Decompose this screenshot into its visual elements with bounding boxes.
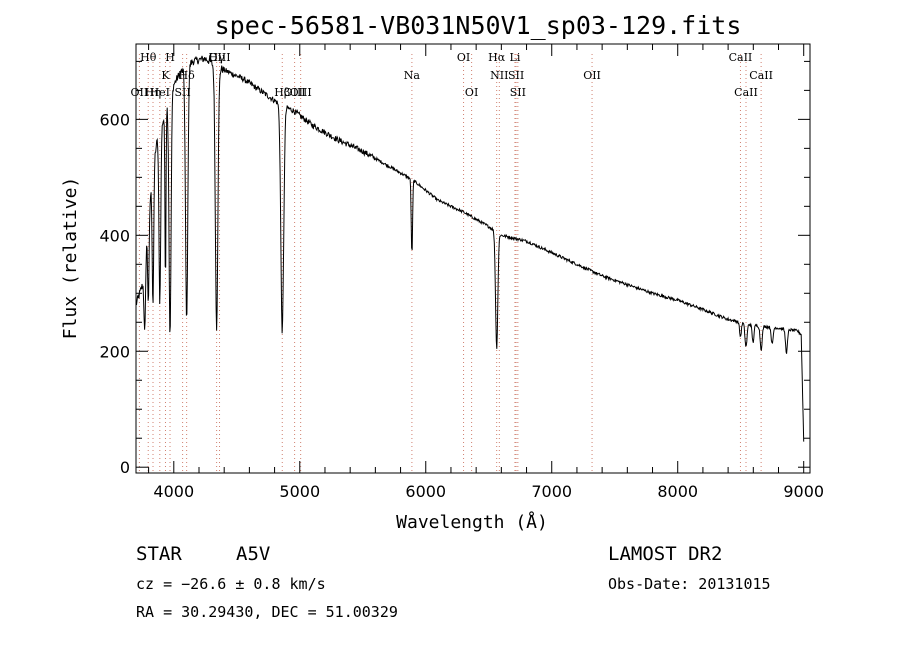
observation-date: Obs-Date: 20131015	[608, 575, 771, 593]
y-tick-label: 400	[99, 226, 130, 245]
spectral-line-label: Hγ	[209, 51, 226, 64]
coordinates: RA = 30.29430, DEC = 51.00329	[136, 603, 398, 621]
spectral-line-label: CaII	[729, 51, 753, 64]
spectral-line-label: OIII	[290, 86, 312, 99]
spectral-line-markers	[138, 54, 762, 473]
plot-frame	[135, 43, 811, 474]
x-axis-label: Wavelength (Å)	[396, 511, 548, 533]
spectral-line-label: OII	[131, 86, 149, 99]
object-class: STAR	[136, 543, 182, 565]
spectral-line-label: H	[165, 51, 175, 64]
spectral-line-label: HeI	[150, 86, 170, 99]
y-tick-label: 600	[99, 110, 130, 129]
spectral-line-label: OIII	[208, 51, 230, 64]
spectral-line-label: Hθ	[140, 51, 157, 64]
chart-title: spec-56581-VB031N50V1_sp03-129.fits	[215, 11, 742, 40]
spectrum-series-line	[135, 55, 805, 442]
y-axis-ticks: 0 200 400 600	[99, 60, 810, 477]
spectral-line-label: CaII	[734, 86, 758, 99]
spectral-line-label: K	[161, 69, 170, 82]
spectral-line-label: SII	[174, 86, 190, 99]
y-axis-label: Flux (relative)	[60, 177, 81, 340]
x-tick-label: 8000	[657, 482, 698, 501]
spectral-line-label: SII	[508, 69, 524, 82]
redshift-cz: cz = −26.6 ± 0.8 km/s	[136, 575, 326, 593]
survey-name: LAMOST DR2	[608, 543, 722, 565]
spectral-subclass: A5V	[236, 543, 270, 565]
spectral-line-label: Hβ	[274, 86, 290, 99]
x-tick-label: 6000	[405, 482, 446, 501]
spectral-line-label: OI	[457, 51, 470, 64]
x-axis-ticks: 4000 5000 6000 7000 8000 9000	[148, 44, 824, 501]
spectral-line-label: Na	[404, 69, 421, 82]
spectral-line-label: NII	[490, 69, 508, 82]
spectral-line-label: Hα	[488, 51, 506, 64]
spectral-line-label: OII	[583, 69, 601, 82]
y-tick-label: 200	[99, 342, 130, 361]
spectral-line-label: Li	[510, 51, 521, 64]
spectral-line-label: OIII	[284, 86, 306, 99]
x-tick-label: 5000	[279, 482, 320, 501]
spectral-line-label: OI	[465, 86, 478, 99]
y-tick-label: 0	[120, 458, 130, 477]
spectral-line-label: CaII	[749, 69, 773, 82]
spectral-line-label: Hη	[145, 86, 161, 99]
x-tick-label: 9000	[783, 482, 824, 501]
spectral-line-label: SII	[510, 86, 526, 99]
spectral-line-labels: OIIHθHηHeIKHSIIHδHγOIIIHβOIIIOIIINaOIOIH…	[131, 51, 773, 99]
x-tick-label: 7000	[531, 482, 572, 501]
x-tick-label: 4000	[153, 482, 194, 501]
